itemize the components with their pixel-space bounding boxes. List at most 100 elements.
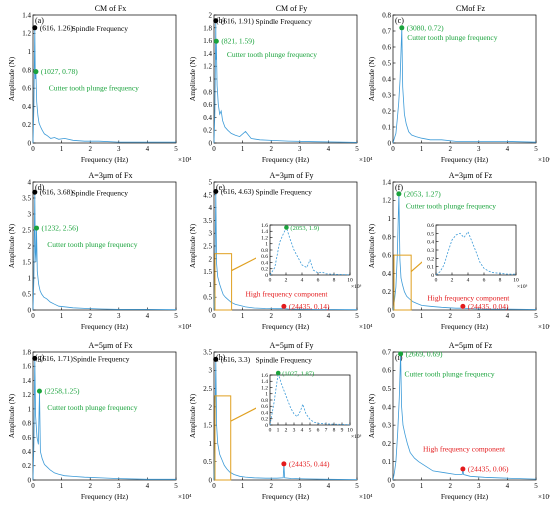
y-tick-label: 0.8 — [22, 420, 31, 428]
y-tick-label: 1.2 — [203, 63, 212, 71]
y-tick-label: 0 — [28, 476, 32, 484]
x-tick-label: 0 — [391, 482, 395, 490]
y-tick-label: 1.6 — [203, 37, 212, 45]
y-tick-label: 0.2 — [382, 440, 391, 448]
y-tick-label: 0.1 — [382, 458, 391, 466]
x-tick-label: 4 — [301, 278, 304, 284]
point-label: (616, 1.71) — [40, 354, 74, 363]
y-tick-label: 0.4 — [203, 114, 212, 122]
y-tick-label: 0.4 — [261, 410, 268, 416]
x-tick-label: 0 — [212, 312, 216, 320]
marker-high — [460, 466, 466, 472]
point-label: (1232, 2.56) — [42, 224, 79, 233]
inset-background — [422, 221, 522, 287]
x-tick-label: 5 — [534, 482, 538, 490]
y-tick-label: 1.4 — [261, 379, 268, 385]
y-tick-label: 4.5 — [203, 191, 212, 199]
y-tick-label: 0.8 — [382, 233, 391, 241]
y-tick-label: 0.4 — [382, 270, 391, 278]
x-tick-label: 2 — [88, 312, 92, 320]
zoom-box — [214, 395, 232, 481]
y-tick-label: 1 — [28, 48, 32, 56]
annotation-spindle: Spindle Frequency — [73, 355, 130, 364]
x-tick-label: 10 — [347, 278, 353, 284]
y-tick-label: 1.4 — [22, 11, 31, 19]
annotation-cutter: Cutter tooth plunge frequency — [47, 403, 137, 412]
y-tick-label: 0.6 — [22, 434, 31, 442]
y-tick-label: 0.2 — [382, 107, 391, 115]
x-tick-label: 6 — [317, 278, 320, 284]
y-tick-label: 3 — [209, 230, 213, 238]
y-tick-label: 1 — [209, 75, 213, 83]
chart-panel-d: A=3μm of Fx0 1 2 3 4 500.511.522.533.54(d)Fre… — [7, 171, 192, 331]
y-tick-label: 0.4 — [22, 103, 31, 111]
y-tick-label: 1.6 — [22, 363, 31, 371]
series-line — [32, 27, 176, 144]
chart-panel-e: A=3μm of Fy0 1 2 3 4 500.511.522.533.544.55(e… — [188, 171, 373, 331]
x-exponent: ×10⁴ — [538, 156, 550, 164]
point-label: (616, 1.91) — [221, 16, 255, 25]
x-axis-label: Frequency (Hz) — [262, 155, 310, 164]
inset-marker-point — [275, 370, 281, 376]
y-axis-label: Amplitude (N) — [188, 223, 197, 268]
annotation-spindle: Spindle Frequency — [255, 356, 312, 365]
series-line — [392, 193, 537, 311]
marker-spindle — [32, 189, 38, 195]
x-tick-label: 4 — [327, 482, 331, 490]
y-tick-label: 0.4 — [22, 448, 31, 456]
x-axis-label: Frequency (Hz) — [262, 322, 310, 331]
y-tick-label: 0.2 — [203, 127, 212, 135]
annotation-cutter: Cutter tooth plunge frequency — [49, 84, 139, 93]
y-tick-label: 0 — [209, 139, 213, 147]
annotation-cutter: Cutter tooth plunge frequency — [404, 369, 494, 378]
series-line — [213, 359, 358, 481]
point-label: (616, 3.68) — [40, 188, 74, 197]
y-tick-label: 3 — [28, 210, 32, 218]
y-tick-label: 1.2 — [261, 385, 268, 391]
x-exponent: ×10⁴ — [359, 493, 373, 501]
x-tick-label: 1 — [241, 482, 245, 490]
x-tick-label: 3 — [298, 145, 302, 153]
x-tick-label: 4 — [146, 145, 150, 153]
annotation-spindle: Spindle Frequency — [255, 17, 312, 26]
marker-high — [460, 303, 466, 309]
axes-frame — [392, 181, 537, 311]
chart-panel-i: A=5μm of Fz 0 1 2 3 4 5 0 0.1 0.2 0.3 0.4 0.5 0.6 0.7 (… — [367, 341, 550, 501]
chart-title: A=3μm of Fz — [449, 171, 493, 180]
point-label: (24435, 0.14) — [289, 302, 330, 311]
y-tick-label: 0.7 — [382, 348, 391, 356]
marker-cutter — [213, 38, 219, 44]
y-tick-label: 1.2 — [22, 30, 31, 38]
marker-cutter — [33, 69, 39, 75]
y-tick-label: 2 — [209, 255, 213, 263]
chart-panel-h: A=5μm of Fy0 1 2 3 4 500.511.522.533.5(h)Freq… — [188, 341, 373, 501]
x-tick-label: 4 — [506, 145, 510, 153]
y-tick-label: 1.6 — [261, 373, 268, 379]
y-tick-label: 0.3 — [427, 248, 434, 254]
y-tick-label: 0.2 — [261, 417, 268, 423]
marker-spindle — [32, 355, 38, 361]
y-tick-label: 0.1 — [382, 123, 391, 131]
series-line — [32, 358, 176, 481]
y-tick-label: 0 — [265, 423, 268, 429]
y-axis-label: Amplitude (N) — [367, 223, 376, 268]
annotation-cutter: Cutter tooth plunge frequency — [407, 33, 497, 42]
x-tick-label: 1 — [241, 145, 245, 153]
y-tick-label: 3 — [209, 367, 213, 375]
point-label: (616, 4.63) — [221, 187, 255, 196]
chart-panel-f: A=3μm of Fz 0 1 2 3 4 5 0 0.2 0.4 0.6 0.8 1 1.2 1.4 (f)… — [367, 171, 550, 331]
y-axis-label: Amplitude (N) — [367, 56, 376, 101]
marker-spindle — [213, 18, 219, 24]
x-tick-label: 5 — [355, 145, 359, 153]
y-tick-label: 0 — [209, 476, 213, 484]
x-tick-label: 1 — [420, 482, 424, 490]
y-tick-label: 1.8 — [203, 24, 212, 32]
x-axis-label: Frequency (Hz) — [441, 155, 489, 164]
x-tick-label: 5 — [174, 312, 178, 320]
x-tick-label: 5 — [174, 482, 178, 490]
panel-label: (a) — [35, 16, 44, 25]
series-line — [213, 20, 358, 144]
chart-title: A=3μm of Fy — [270, 171, 314, 180]
y-tick-label: 0.6 — [427, 223, 434, 229]
